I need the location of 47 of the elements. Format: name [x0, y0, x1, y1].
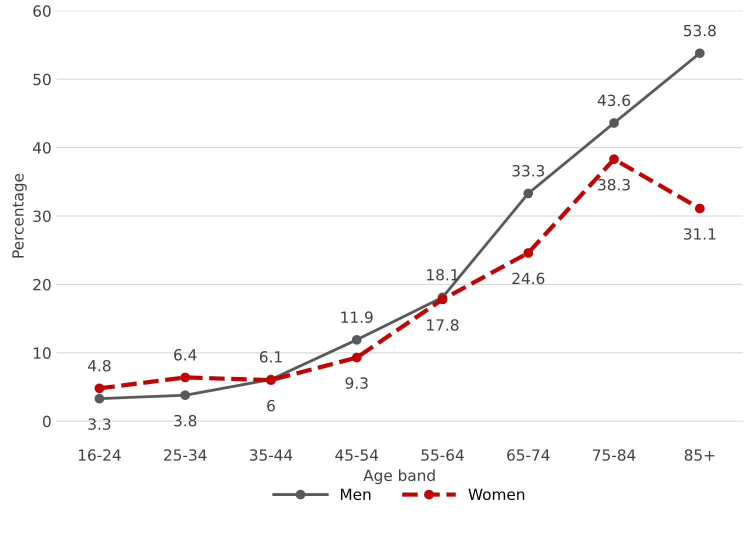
y-tick-label: 60	[33, 5, 51, 17]
data-label: 4.8	[88, 360, 111, 372]
data-label: 3.8	[174, 414, 196, 426]
y-tick-label: 20	[33, 278, 51, 290]
data-label: 43.6	[598, 94, 630, 106]
point	[180, 390, 190, 400]
y-tick-label: 10	[34, 347, 51, 359]
legend-label: Women	[468, 488, 524, 500]
data-label: 6.1	[260, 351, 282, 363]
point	[523, 188, 534, 198]
point	[609, 154, 619, 164]
data-label: 3.3	[88, 418, 110, 430]
data-label: 9.3	[346, 377, 368, 389]
x-tick-label: 75-84	[593, 449, 636, 461]
x-tick-label: 16-24	[78, 449, 121, 461]
y-tick-label: 0	[42, 416, 51, 428]
y-axis-title: Percentage	[12, 174, 27, 258]
point	[523, 248, 534, 258]
data-label: 6	[267, 400, 275, 412]
x-tick-label: 25-34	[164, 449, 207, 461]
point	[352, 352, 362, 362]
data-label: 18.1	[427, 268, 458, 281]
x-tick-label: 55-64	[421, 449, 464, 461]
x-tick-label: 65-74	[507, 449, 550, 461]
x-tick-label: 45-54	[335, 449, 378, 461]
point	[94, 394, 104, 404]
y-tick-label: 40	[32, 142, 51, 154]
data-label: 33.3	[512, 165, 544, 177]
x-tick-label: 35-44	[250, 449, 292, 461]
data-label: 24.6	[512, 272, 544, 284]
point	[609, 118, 619, 128]
y-tick-label: 30	[33, 210, 51, 222]
point	[694, 48, 705, 58]
data-label: 6.4	[174, 349, 196, 361]
data-label: 31.1	[684, 228, 716, 240]
point	[694, 204, 705, 214]
x-axis-title: Age band	[363, 469, 435, 484]
point	[352, 334, 362, 345]
data-label: 53.8	[684, 24, 716, 36]
data-label: 17.8	[427, 319, 458, 331]
point	[180, 372, 190, 382]
y-tick-label: 50	[33, 74, 51, 86]
data-label: 11.9	[341, 311, 373, 323]
point	[94, 384, 104, 394]
x-tick-label: 85+	[684, 449, 714, 461]
legend-label: Men	[340, 488, 370, 500]
data-label: 38.3	[598, 178, 630, 190]
